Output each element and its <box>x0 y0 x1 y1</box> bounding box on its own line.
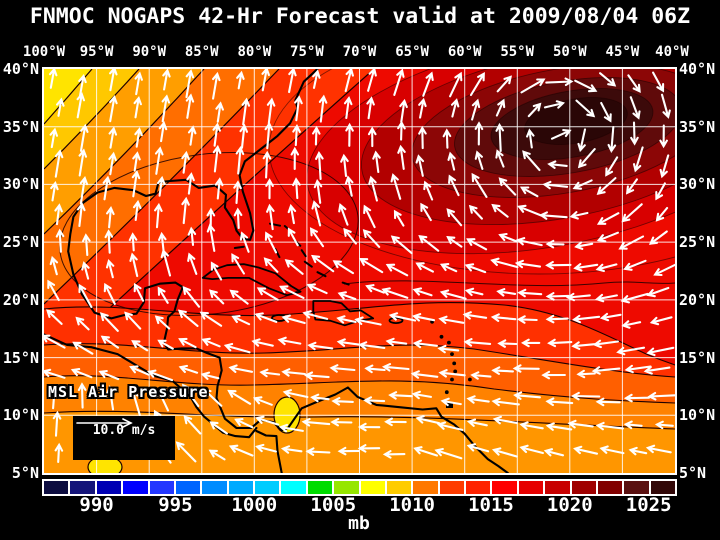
lon-label: 90°W <box>132 44 167 60</box>
colorbar-cell <box>202 481 227 494</box>
lesser-antilles <box>430 319 472 408</box>
colorbar-tick: 1015 <box>468 494 514 516</box>
lat-label-right: 35°N <box>679 117 716 136</box>
colorbar-cell <box>571 481 596 494</box>
lat-label-right: 30°N <box>679 175 716 194</box>
colorbar-cell <box>70 481 95 494</box>
lat-label-right: 15°N <box>679 348 716 367</box>
colorbar-cell <box>597 481 623 494</box>
lat-label-right: 20°N <box>679 290 716 309</box>
lat-label-left: 25°N <box>2 233 39 252</box>
colorbar-cell <box>307 481 333 494</box>
lon-label: 75°W <box>290 44 324 60</box>
lon-label: 50°W <box>552 44 587 60</box>
coastlines <box>44 69 509 473</box>
wind-scale-legend: 10.0 m/s <box>73 416 175 460</box>
lat-label-right: 25°N <box>679 233 716 252</box>
graticule-grid <box>44 69 675 473</box>
colorbar-cell <box>175 481 201 494</box>
colorbar-cell <box>386 481 412 494</box>
page-title: FNMOC NOGAPS 42-Hr Forecast valid at 200… <box>29 4 691 29</box>
lon-label: 100°W <box>22 44 66 60</box>
colorbar-cell <box>492 481 517 494</box>
colorbar-cell <box>360 481 385 494</box>
colorbar-cell <box>123 481 148 494</box>
lon-label: 85°W <box>184 44 219 60</box>
lon-label: 65°W <box>395 44 429 60</box>
lat-label-right: 5°N <box>679 464 707 482</box>
lat-label-left: 10°N <box>2 406 39 425</box>
colorbar-cell <box>281 481 306 494</box>
lon-label: 95°W <box>79 44 114 60</box>
wind-scale-arrow-icon <box>76 418 133 428</box>
colorbar-cell <box>149 481 174 494</box>
colorbar <box>42 479 677 496</box>
colorbar-cell <box>255 481 280 494</box>
lat-label-left: 20°N <box>2 290 39 309</box>
lon-label: 45°W <box>605 44 640 60</box>
lon-label: 70°W <box>342 44 377 60</box>
colorbar-cell <box>624 481 649 494</box>
lon-label: 55°W <box>500 44 535 60</box>
lat-label-left: 5°N <box>11 464 39 482</box>
colorbar-cell <box>650 481 675 494</box>
wind-vector-arrows <box>44 69 675 464</box>
lat-label-left: 30°N <box>2 175 39 194</box>
field-label: MSL Air Pressure <box>48 383 209 401</box>
colorbar-tick: 1010 <box>389 494 435 516</box>
wind-scale-speed: 10.0 m/s <box>92 423 156 438</box>
colorbar-cell <box>228 481 253 494</box>
forecast-map: MSL Air Pressure 10.0 m/s <box>42 67 677 475</box>
lat-label-left: 40°N <box>2 60 39 78</box>
colorbar-tick: 990 <box>79 494 114 516</box>
colorbar-unit: mb <box>348 513 370 534</box>
lat-label-left: 35°N <box>2 117 39 136</box>
colorbar-cell <box>439 481 464 494</box>
lat-label-left: 15°N <box>2 348 39 367</box>
colorbar-cell <box>413 481 438 494</box>
colorbar-cell <box>466 481 491 494</box>
colorbar-cell <box>96 481 122 494</box>
colorbar-cell <box>545 481 570 494</box>
colorbar-tick: 995 <box>158 494 193 516</box>
colorbar-tick: 1025 <box>625 494 672 516</box>
colorbar-tick: 1020 <box>546 494 593 516</box>
lon-label: 80°W <box>237 44 272 60</box>
colorbar-cell <box>334 481 359 494</box>
lon-label: 40°W <box>655 44 689 60</box>
colorbar-cell <box>44 481 69 494</box>
lat-label-right: 10°N <box>679 406 716 425</box>
lat-label-right: 40°N <box>679 60 716 78</box>
colorbar-cell <box>518 481 544 494</box>
colorbar-tick: 1000 <box>231 494 278 516</box>
pressure-field-svg <box>44 69 675 473</box>
lon-label: 60°W <box>447 44 482 60</box>
colorbar-tick: 1005 <box>310 494 357 516</box>
